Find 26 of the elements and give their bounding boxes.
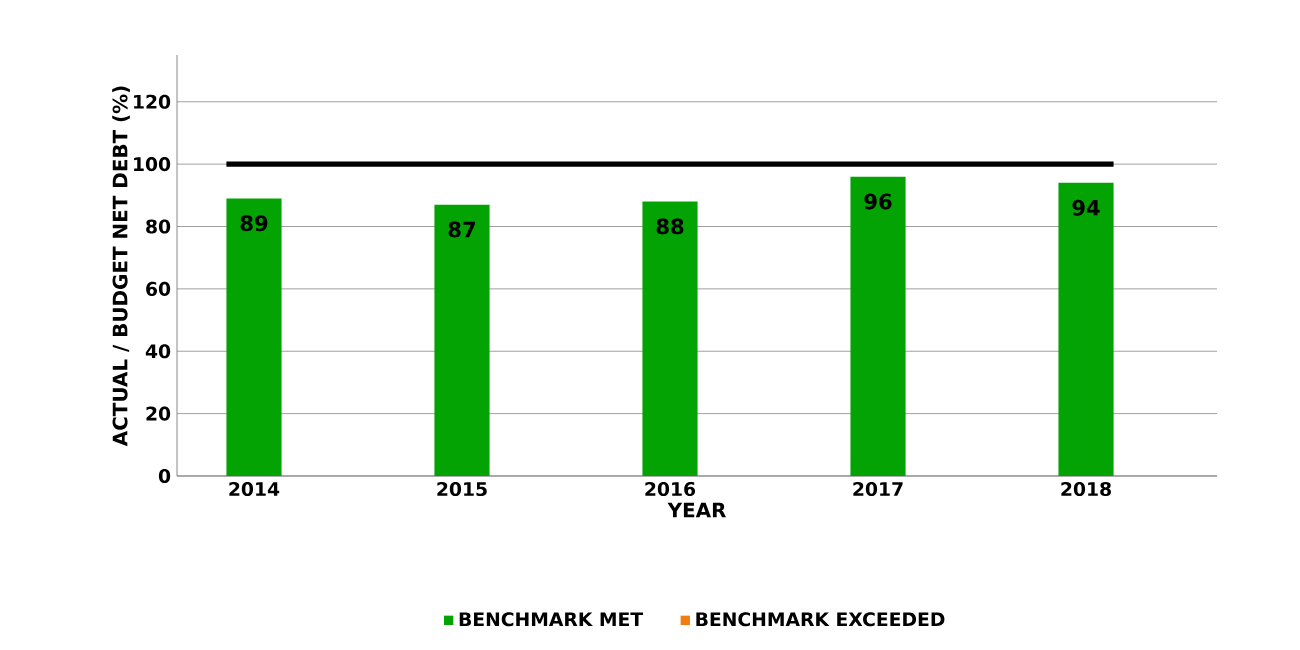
bar — [850, 176, 906, 476]
x-tick-label: 2015 — [437, 481, 487, 497]
x-tick-label: 2016 — [645, 481, 696, 497]
y-tick-label: 60 — [146, 281, 171, 296]
x-axis-title: YEAR — [667, 502, 727, 518]
data-label: 96 — [864, 193, 892, 210]
data-label: 94 — [1072, 199, 1100, 216]
x-tick-label: 2017 — [853, 481, 903, 497]
y-axis-title: ACTUAL / BUDGET NET DEBT (%) — [112, 86, 130, 447]
x-tick-label: 2018 — [1061, 481, 1111, 497]
data-label: 89 — [240, 215, 268, 232]
bar — [226, 198, 282, 476]
data-label: 88 — [656, 218, 684, 235]
data-label: 87 — [448, 221, 476, 238]
bar — [434, 204, 490, 476]
y-tick-label: 0 — [158, 468, 171, 484]
x-tick-label: 2014 — [229, 481, 280, 497]
y-tick-label: 80 — [146, 219, 171, 234]
y-tick-label: 120 — [134, 94, 171, 109]
bar — [1058, 182, 1114, 476]
y-tick-label: 40 — [145, 344, 171, 359]
y-tick-label: 100 — [134, 157, 171, 172]
bar — [642, 201, 698, 476]
y-tick-label: 20 — [146, 406, 171, 421]
legend-label: BENCHMARK MET — [459, 612, 644, 627]
legend-label: BENCHMARK EXCEEDED — [696, 612, 945, 627]
